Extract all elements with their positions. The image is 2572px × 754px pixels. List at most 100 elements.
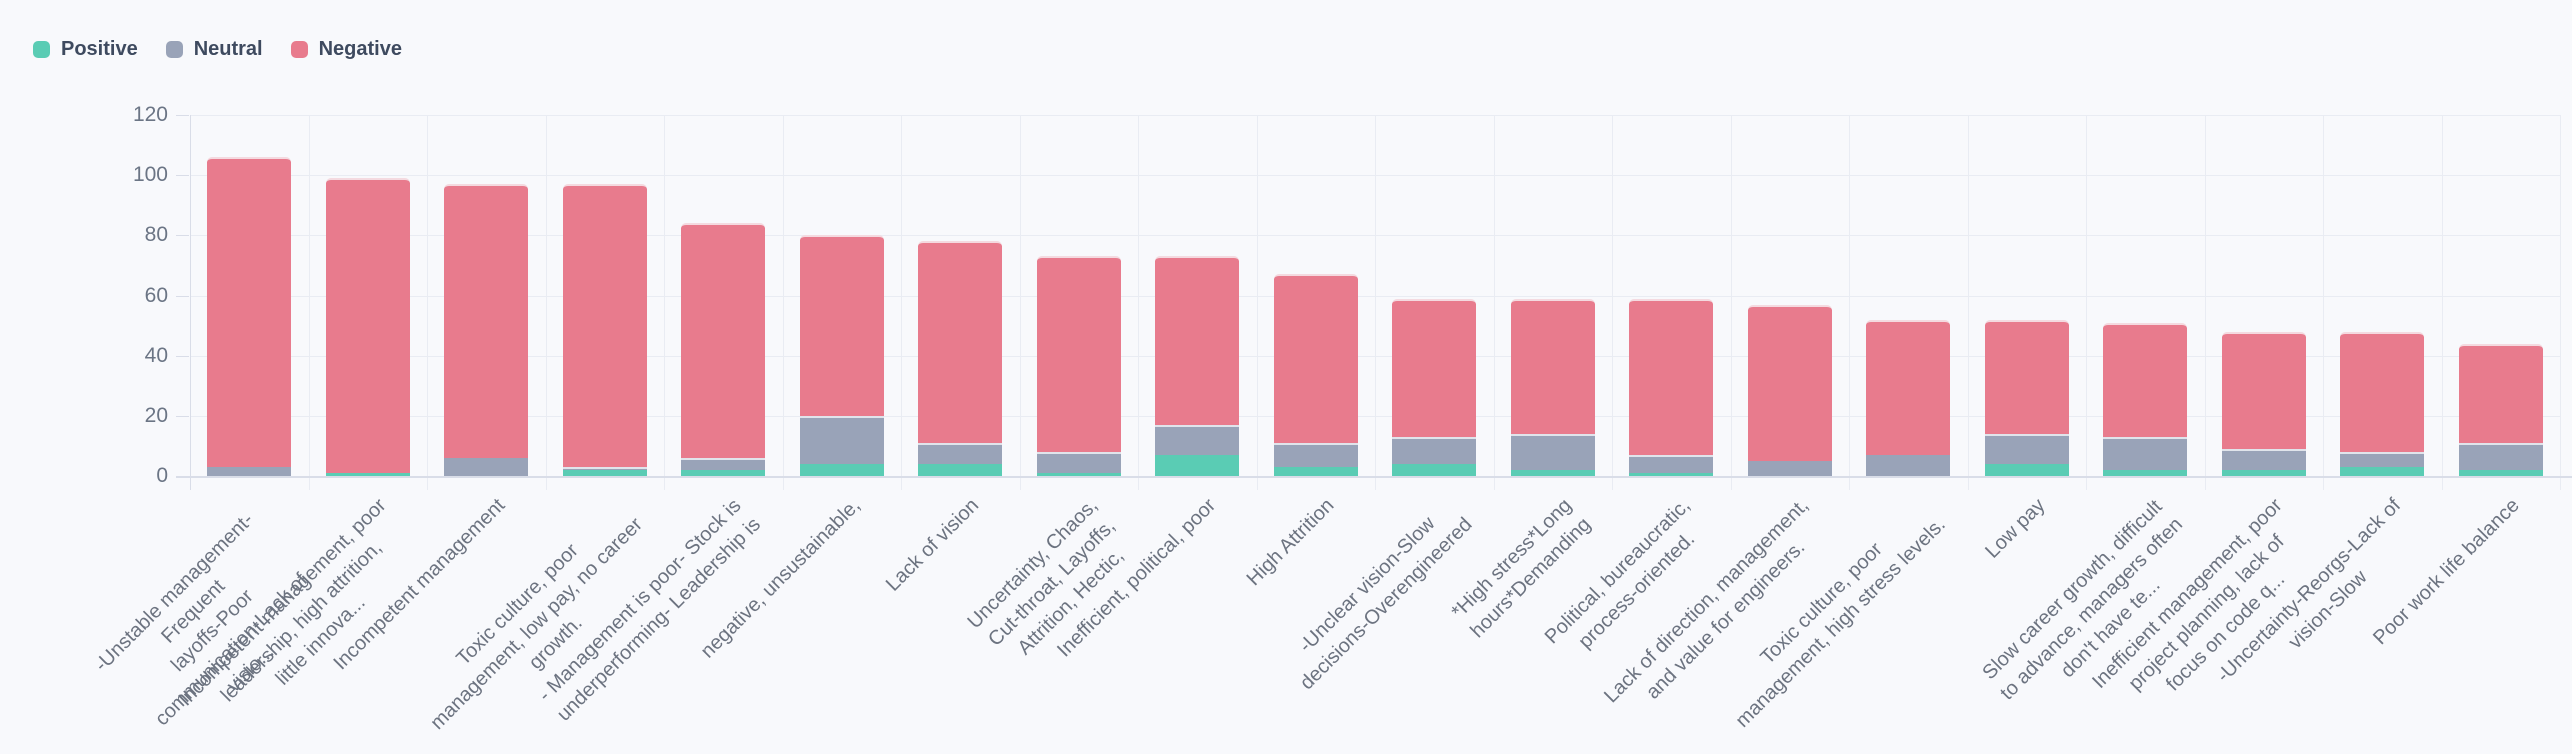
x-gridline [1730, 115, 1732, 490]
legend-item-negative[interactable]: Negative [290, 38, 402, 61]
y-axis-tick [176, 295, 189, 297]
bar-segment-neutral[interactable] [2103, 436, 2188, 470]
bar-segment-negative[interactable] [562, 184, 647, 467]
bar-segment-negative[interactable] [918, 241, 1003, 443]
bar-segment-neutral[interactable] [207, 466, 292, 476]
bar-segment-neutral[interactable] [681, 457, 766, 470]
bar-segment-negative[interactable] [1273, 274, 1358, 443]
bar-segment-positive[interactable] [918, 463, 1003, 476]
bar-segment-negative[interactable] [2458, 343, 2543, 443]
bar-segment-neutral[interactable] [918, 442, 1003, 464]
bar-segment-positive[interactable] [2340, 466, 2425, 476]
legend-swatch-neutral-icon [165, 41, 183, 58]
x-axis-label: Lack of vision [881, 494, 984, 596]
y-axis-label: 0 [156, 464, 168, 487]
bar-segment-positive[interactable] [1155, 454, 1240, 476]
x-axis-label: High Attrition [1242, 494, 1339, 591]
bar-segment-neutral[interactable] [1392, 436, 1477, 464]
bar-segment-neutral[interactable] [1036, 451, 1121, 473]
bar-segment-neutral[interactable] [1510, 433, 1595, 470]
x-gridline [782, 115, 784, 490]
x-gridline [1256, 115, 1258, 490]
y-axis-line [190, 115, 191, 490]
legend-item-neutral[interactable]: Neutral [165, 38, 263, 61]
y-axis-tick [176, 235, 189, 237]
bar-segment-negative[interactable] [2340, 331, 2425, 452]
bar-segment-negative[interactable] [1392, 298, 1477, 437]
bar-segment-positive[interactable] [1629, 472, 1714, 476]
bar-segment-positive[interactable] [799, 463, 884, 476]
bar-segment-negative[interactable] [1036, 256, 1121, 452]
bar-segment-positive[interactable] [1273, 466, 1358, 476]
bar-segment-positive[interactable] [2103, 469, 2188, 476]
bar-segment-neutral[interactable] [799, 415, 884, 464]
y-axis-label: 20 [144, 403, 168, 427]
x-gridline [2441, 115, 2443, 490]
bar-segment-negative[interactable] [444, 184, 529, 458]
y-axis-label: 40 [144, 343, 168, 367]
bar-segment-neutral[interactable] [562, 466, 647, 470]
legend-label: Positive [61, 38, 138, 60]
bar-segment-neutral[interactable] [1747, 460, 1832, 476]
x-gridline [1849, 115, 1850, 490]
bar-segment-neutral[interactable] [1273, 442, 1358, 467]
bar-segment-positive[interactable] [325, 472, 410, 476]
bar-segment-neutral[interactable] [2221, 448, 2306, 470]
bar-segment-positive[interactable] [562, 469, 647, 476]
legend-item-positive[interactable]: Positive [33, 38, 138, 61]
bar-segment-negative[interactable] [799, 235, 884, 416]
x-gridline [427, 115, 428, 490]
x-gridline [308, 115, 310, 490]
bar-segment-positive[interactable] [681, 469, 766, 476]
x-gridline [1375, 115, 1376, 490]
bar-segment-positive[interactable] [1036, 472, 1121, 476]
bar-segment-negative[interactable] [681, 223, 766, 458]
bar-segment-neutral[interactable] [2340, 451, 2425, 467]
y-axis-label: 60 [144, 283, 168, 307]
bar-segment-neutral[interactable] [444, 457, 529, 476]
x-axis-label: Low pay [1981, 494, 2050, 563]
bar-segment-positive[interactable] [2458, 469, 2543, 476]
legend-swatch-negative-icon [290, 41, 308, 58]
x-gridline [1493, 115, 1495, 490]
bar-segment-negative[interactable] [2103, 322, 2188, 437]
bar-segment-neutral[interactable] [2458, 442, 2543, 470]
bar-segment-neutral[interactable] [1984, 433, 2069, 464]
legend-label: Negative [318, 38, 402, 60]
bar-segment-negative[interactable] [1629, 298, 1714, 455]
x-gridline [1612, 115, 1613, 490]
bar-segment-negative[interactable] [1510, 298, 1595, 434]
bar-segment-positive[interactable] [2221, 469, 2306, 476]
y-axis-label: 120 [132, 103, 168, 126]
bar-segment-negative[interactable] [1984, 319, 2069, 434]
y-axis-label: 80 [144, 223, 168, 247]
x-gridline [2560, 115, 2561, 490]
chart-legend: Positive Neutral Negative [33, 38, 402, 61]
bar-segment-negative[interactable] [325, 178, 410, 473]
bar-segment-neutral[interactable] [1155, 424, 1240, 455]
bar-segment-positive[interactable] [1392, 463, 1477, 476]
bar-segment-neutral[interactable] [1629, 454, 1714, 473]
legend-label: Neutral [193, 38, 263, 60]
bar-segment-negative[interactable] [1155, 256, 1240, 425]
bar-segment-negative[interactable] [1866, 319, 1951, 455]
y-axis-tick [176, 115, 189, 116]
bar-segment-negative[interactable] [1747, 304, 1832, 461]
bar-segment-negative[interactable] [2221, 331, 2306, 449]
x-axis-line [176, 476, 2572, 478]
x-gridline [1019, 115, 1021, 490]
bar-segment-positive[interactable] [1984, 463, 2069, 476]
y-axis-tick [176, 175, 189, 177]
x-gridline [545, 115, 547, 490]
x-gridline [664, 115, 665, 490]
bar-segment-negative[interactable] [207, 157, 292, 467]
x-gridline [2086, 115, 2087, 490]
bar-segment-positive[interactable] [1510, 469, 1595, 476]
x-gridline [2323, 115, 2324, 490]
y-axis-tick [176, 415, 189, 417]
bar-segment-neutral[interactable] [1866, 454, 1951, 476]
x-gridline [901, 115, 902, 490]
x-gridline [1967, 115, 1969, 490]
